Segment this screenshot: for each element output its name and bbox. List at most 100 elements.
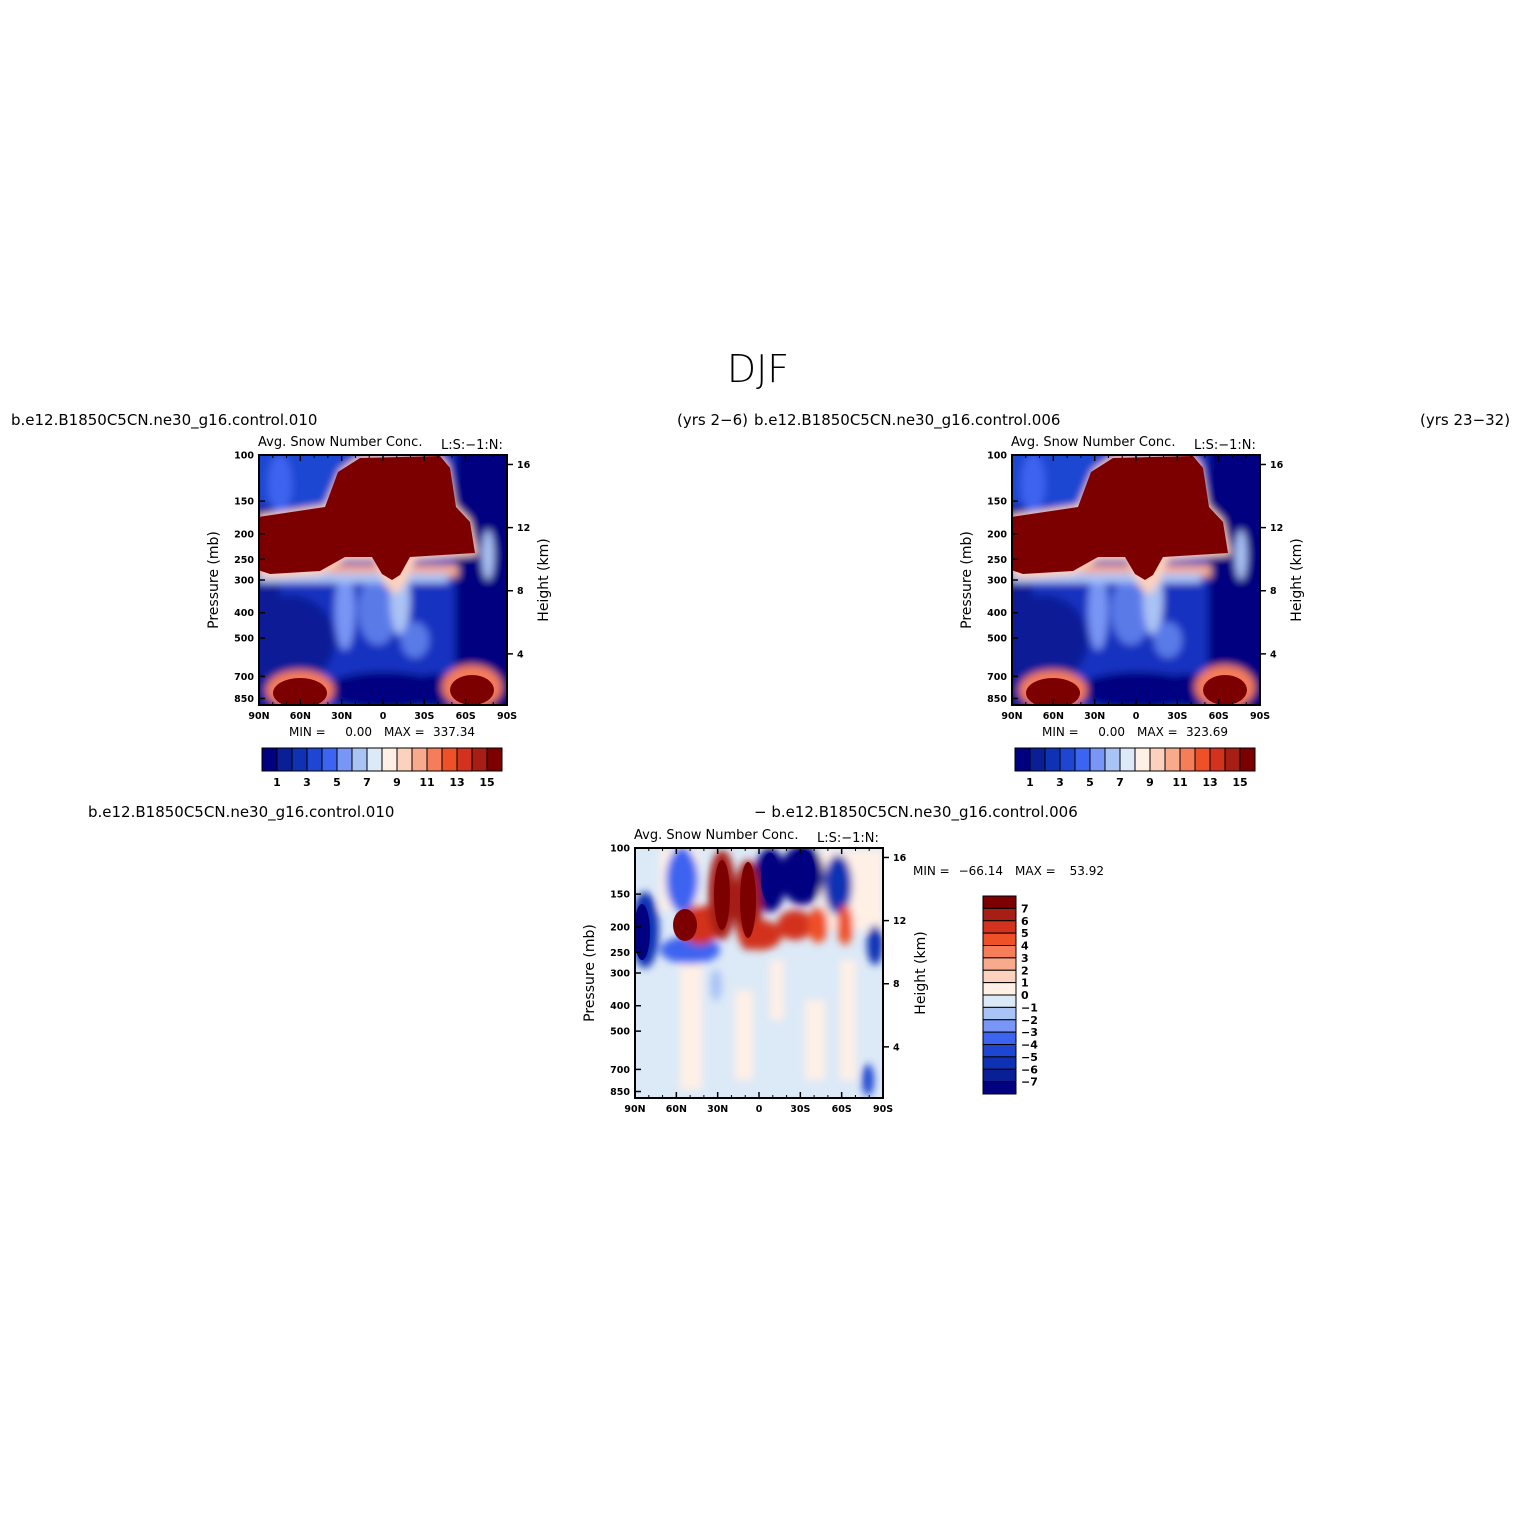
colorbar-box <box>351 747 368 772</box>
colorbar-label: 1 <box>273 776 281 789</box>
colorbar-box <box>471 747 488 772</box>
colorbar-box <box>381 747 398 772</box>
panel2-field-title: Avg. Snow Number Conc. <box>1011 435 1175 450</box>
colorbar-label: 7 <box>1116 776 1124 789</box>
colorbar-box <box>1239 747 1256 772</box>
y-tick-label: 400 <box>234 608 254 619</box>
panel1-min-label: MIN = <box>289 725 326 739</box>
x-tick-label: 90N <box>248 711 269 722</box>
x-tick-label: 60S <box>1209 711 1229 722</box>
colorbar-label: 1 <box>1026 776 1034 789</box>
colorbar-label: 0 <box>1021 989 1029 1002</box>
x-tick-label: 30N <box>707 1104 728 1115</box>
panel2-ylabel-right: Height (km) <box>1289 538 1305 621</box>
colorbar-label: −1 <box>1021 1001 1038 1014</box>
colorbar-box <box>1134 747 1151 772</box>
colorbar-label: 3 <box>1056 776 1064 789</box>
panel1-years-label: (yrs 2−6) <box>677 411 748 429</box>
panel3-diff-label: − b.e12.B1850C5CN.ne30_g16.control.006 <box>754 803 1078 822</box>
colorbar-box <box>1224 747 1241 772</box>
y-tick-label: 250 <box>987 555 1007 566</box>
panel3-case-label: b.e12.B1850C5CN.ne30_g16.control.010 <box>88 803 394 822</box>
colorbar-label: 5 <box>1021 927 1029 940</box>
panel3-positive-core-3 <box>740 862 756 938</box>
y-tick-label: 300 <box>987 576 1007 587</box>
panel1-field-title: Avg. Snow Number Conc. <box>258 435 422 450</box>
x-tick-label: 90S <box>1250 711 1270 722</box>
panel1-lower-max-right <box>450 675 494 705</box>
x-tick-label: 60N <box>666 1104 687 1115</box>
panel-1: Avg. Snow Number Conc. L:S:−1:N: <box>206 435 552 789</box>
y-right-tick-label: 16 <box>893 853 907 864</box>
colorbar-box <box>982 957 1017 971</box>
panel2-field <box>1012 455 1260 705</box>
colorbar-box <box>982 1056 1017 1070</box>
y-tick-label: 700 <box>610 1065 630 1076</box>
colorbar-label: 5 <box>1086 776 1094 789</box>
panel-3: Avg. Snow Number Conc. L:S:−1:N: <box>582 828 1104 1115</box>
panel1-max-label: MAX = <box>384 725 425 739</box>
panel1-ylabel-right: Height (km) <box>536 538 552 621</box>
y-tick-label: 500 <box>234 634 254 645</box>
y-right-tick-label: 8 <box>517 586 524 597</box>
y-tick-label: 400 <box>987 608 1007 619</box>
colorbar-box <box>1029 747 1046 772</box>
panel3-positive-core-1 <box>673 909 697 941</box>
panel1-min-value: 0.00 <box>345 725 372 739</box>
y-right-tick-label: 4 <box>893 1042 900 1053</box>
colorbar-box <box>276 747 293 772</box>
colorbar-box <box>982 1019 1017 1033</box>
panel1-max-value: 337.34 <box>433 725 475 739</box>
x-tick-label: 60N <box>290 711 311 722</box>
panel1-max-region <box>259 456 475 580</box>
colorbar-box <box>486 747 503 772</box>
y-right-tick-label: 4 <box>1270 649 1277 660</box>
panel1-colorbar: 1 3 5 7 9 11 13 15 <box>261 747 503 789</box>
y-tick-label: 100 <box>234 451 254 462</box>
colorbar-label: 1 <box>1021 977 1029 990</box>
y-tick-label: 700 <box>987 672 1007 683</box>
colorbar-box <box>291 747 308 772</box>
colorbar-box <box>1149 747 1166 772</box>
colorbar-box <box>1179 747 1196 772</box>
y-tick-label: 850 <box>610 1087 630 1098</box>
y-tick-label: 200 <box>987 529 1007 540</box>
y-tick-label: 150 <box>610 890 630 901</box>
panel1-units: L:S:−1:N: <box>441 438 503 453</box>
colorbar-box <box>441 747 458 772</box>
figure-title: DJF <box>727 347 789 391</box>
panel2-min-label: MIN = <box>1042 725 1079 739</box>
y-right-tick-label: 8 <box>893 979 900 990</box>
panel3-ylabel: Pressure (mb) <box>582 924 598 1022</box>
colorbar-box <box>1014 747 1031 772</box>
colorbar-box <box>1104 747 1121 772</box>
panel3-min-value: −66.14 <box>959 864 1003 878</box>
colorbar-box <box>396 747 413 772</box>
panel3-ylabel-right: Height (km) <box>913 931 929 1014</box>
colorbar-box <box>982 982 1017 996</box>
colorbar-label: 3 <box>1021 952 1029 965</box>
colorbar-label: 15 <box>479 776 494 789</box>
colorbar-box <box>982 1006 1017 1021</box>
x-tick-label: 30S <box>1167 711 1187 722</box>
x-tick-label: 90N <box>1001 711 1022 722</box>
panel2-years-label: (yrs 23−32) <box>1420 411 1510 429</box>
colorbar-box <box>982 907 1017 922</box>
y-tick-label: 150 <box>234 497 254 508</box>
panel1-tick-layer: 90N 60N 30N 0 30S 60S 90S 100 150 200 250 300 400 500… <box>234 451 530 723</box>
y-tick-label: 100 <box>610 844 630 855</box>
colorbar-label: −3 <box>1021 1026 1038 1039</box>
panel1-ylabel: Pressure (mb) <box>206 531 222 629</box>
y-tick-label: 250 <box>234 555 254 566</box>
y-tick-label: 300 <box>234 576 254 587</box>
x-tick-label: 90N <box>624 1104 645 1115</box>
colorbar-box <box>261 747 278 772</box>
panel2-max-region <box>1012 456 1228 580</box>
colorbar-box <box>321 747 338 772</box>
y-tick-label: 500 <box>610 1027 630 1038</box>
panel-2: Avg. Snow Number Conc. L:S:−1:N: <box>959 435 1305 789</box>
colorbar-label: 11 <box>419 776 434 789</box>
y-tick-label: 100 <box>987 451 1007 462</box>
panel1-field <box>259 455 507 705</box>
